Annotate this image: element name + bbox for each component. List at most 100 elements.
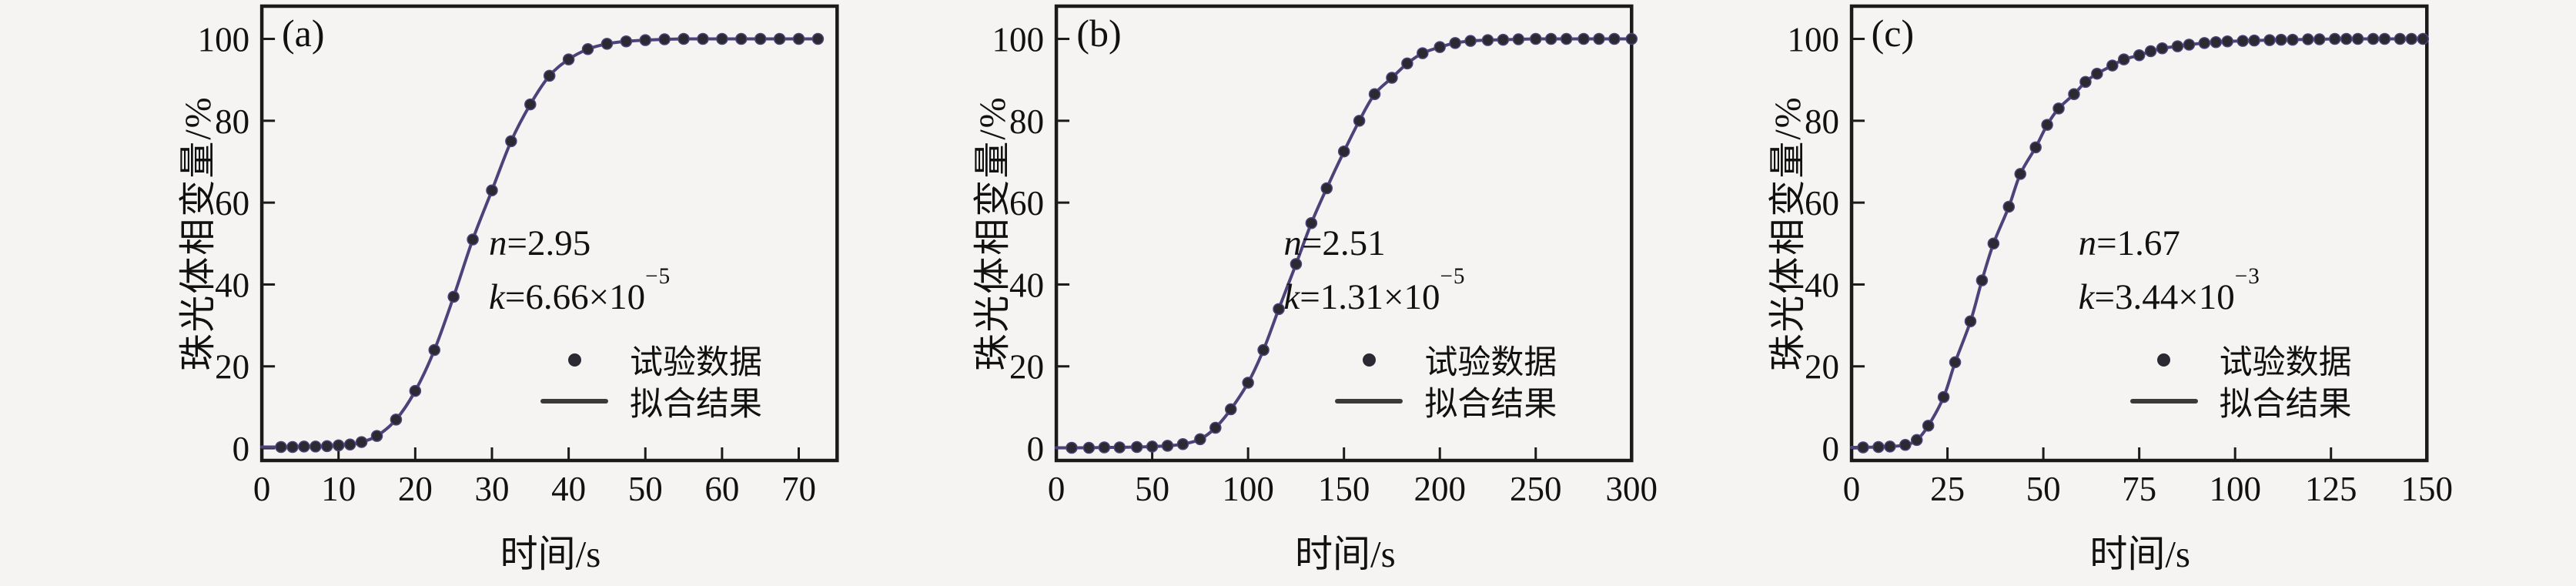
data-point bbox=[1146, 440, 1159, 453]
param-symbol-n: n bbox=[1283, 223, 1302, 263]
fit-param-n: n=1.67 bbox=[2079, 217, 2260, 271]
data-point bbox=[2014, 168, 2026, 180]
data-point bbox=[275, 440, 287, 454]
param-value-n: =1.67 bbox=[2096, 223, 2180, 263]
legend-dot-marker-icon bbox=[2157, 353, 2171, 367]
y-axis-label: 珠光体相变量/% bbox=[972, 95, 1014, 371]
x-tick-label: 100 bbox=[1223, 470, 1275, 508]
data-point bbox=[2041, 119, 2053, 131]
x-axis-label: 时间/s bbox=[500, 533, 601, 575]
legend-item-experimental: 试验数据 bbox=[2129, 340, 2352, 381]
data-point bbox=[1434, 41, 1447, 53]
data-point bbox=[773, 32, 786, 45]
data-point bbox=[543, 69, 556, 82]
data-point bbox=[1082, 441, 1096, 454]
data-point bbox=[1113, 441, 1126, 454]
data-point bbox=[581, 43, 594, 55]
data-point bbox=[1290, 258, 1303, 270]
data-point bbox=[1899, 439, 1912, 451]
data-point bbox=[505, 135, 517, 148]
legend-label-experimental: 试验数据 bbox=[630, 345, 762, 381]
data-point bbox=[2156, 42, 2168, 55]
panel-label-a: (a) bbox=[282, 12, 325, 55]
data-point bbox=[2029, 141, 2042, 154]
data-point bbox=[1964, 315, 1976, 328]
data-point bbox=[1608, 32, 1621, 45]
data-point bbox=[811, 32, 825, 45]
data-point bbox=[2210, 36, 2222, 49]
y-tick-label: 20 bbox=[1805, 348, 1839, 387]
legend-label-experimental: 试验数据 bbox=[1424, 345, 1557, 381]
x-tick-label: 125 bbox=[2305, 470, 2357, 508]
data-point bbox=[1530, 32, 1542, 45]
legend-item-fit: 拟合结果 bbox=[539, 382, 762, 423]
data-point bbox=[1273, 303, 1286, 316]
data-point bbox=[409, 384, 422, 397]
data-point bbox=[1449, 37, 1462, 49]
x-tick-label: 100 bbox=[2209, 470, 2261, 508]
y-axis-label: 珠光体相变量/% bbox=[178, 95, 219, 371]
fit-param-k: k=3.44×10−3 bbox=[2079, 264, 2260, 325]
x-tick-label: 150 bbox=[1318, 470, 1370, 508]
legend-item-fit: 拟合结果 bbox=[2129, 382, 2352, 423]
y-tick-label: 20 bbox=[215, 348, 249, 387]
plot-box bbox=[1055, 4, 1634, 463]
data-point bbox=[2106, 59, 2119, 72]
y-tick-label: 20 bbox=[1009, 348, 1044, 387]
legend-label-experimental: 试验数据 bbox=[2219, 345, 2352, 381]
data-point bbox=[677, 32, 690, 45]
fit-param-n: n=2.95 bbox=[489, 217, 671, 271]
x-tick-label: 50 bbox=[1135, 470, 1169, 508]
data-point bbox=[286, 440, 299, 454]
data-point bbox=[1593, 32, 1606, 45]
data-point bbox=[562, 53, 575, 65]
data-point bbox=[1482, 34, 1494, 46]
data-point bbox=[1872, 440, 1885, 454]
legend-line-marker-icon bbox=[1335, 399, 1403, 404]
data-point bbox=[1177, 437, 1189, 450]
y-tick-label: 0 bbox=[1822, 430, 1839, 468]
data-point bbox=[298, 440, 310, 453]
data-point bbox=[1242, 377, 1255, 389]
data-point bbox=[754, 32, 767, 45]
x-tick-label: 60 bbox=[704, 470, 739, 508]
x-tick-label: 20 bbox=[398, 470, 433, 508]
data-point bbox=[370, 430, 383, 442]
data-point bbox=[2351, 32, 2364, 45]
data-point bbox=[343, 438, 356, 451]
panel-a: 0 10 20 30 40 50 60 70 0 20 40 60 80 100 (a) 珠光体相变量/%… bbox=[0, 0, 858, 586]
param-symbol-k: k bbox=[489, 276, 505, 317]
y-tick-label: 80 bbox=[215, 102, 249, 141]
data-point bbox=[355, 436, 368, 448]
data-point bbox=[1987, 237, 1999, 250]
data-point bbox=[321, 440, 333, 453]
data-point bbox=[2417, 32, 2429, 45]
data-point bbox=[1225, 403, 1237, 416]
data-point bbox=[2171, 40, 2183, 52]
chart-svg-c: 0 25 50 75 100 125 150 0 20 40 60 80 100 bbox=[1787, 4, 2453, 508]
data-point bbox=[2301, 33, 2314, 45]
param-exponent-k: −5 bbox=[645, 263, 671, 289]
data-point bbox=[1577, 32, 1591, 45]
legend-dot-marker-icon bbox=[567, 353, 581, 367]
data-point bbox=[1856, 441, 1869, 454]
data-point bbox=[447, 290, 460, 303]
data-point bbox=[1209, 421, 1222, 434]
data-point bbox=[2274, 33, 2287, 46]
data-point bbox=[1561, 32, 1573, 45]
y-tick-label: 100 bbox=[992, 21, 1045, 59]
data-point bbox=[1305, 216, 1318, 229]
x-tick-label: 70 bbox=[781, 470, 816, 508]
x-tick-label: 50 bbox=[628, 470, 663, 508]
data-point bbox=[697, 32, 709, 45]
data-point bbox=[2286, 33, 2299, 46]
param-value-k: =1.31×10 bbox=[1300, 276, 1440, 317]
data-point bbox=[2378, 32, 2390, 45]
param-symbol-k: k bbox=[1283, 276, 1300, 317]
data-point bbox=[2144, 45, 2157, 58]
y-tick-label: 80 bbox=[1805, 102, 1839, 141]
data-point bbox=[1194, 433, 1206, 446]
data-point bbox=[1098, 441, 1111, 454]
y-tick-label: 0 bbox=[1027, 430, 1045, 468]
